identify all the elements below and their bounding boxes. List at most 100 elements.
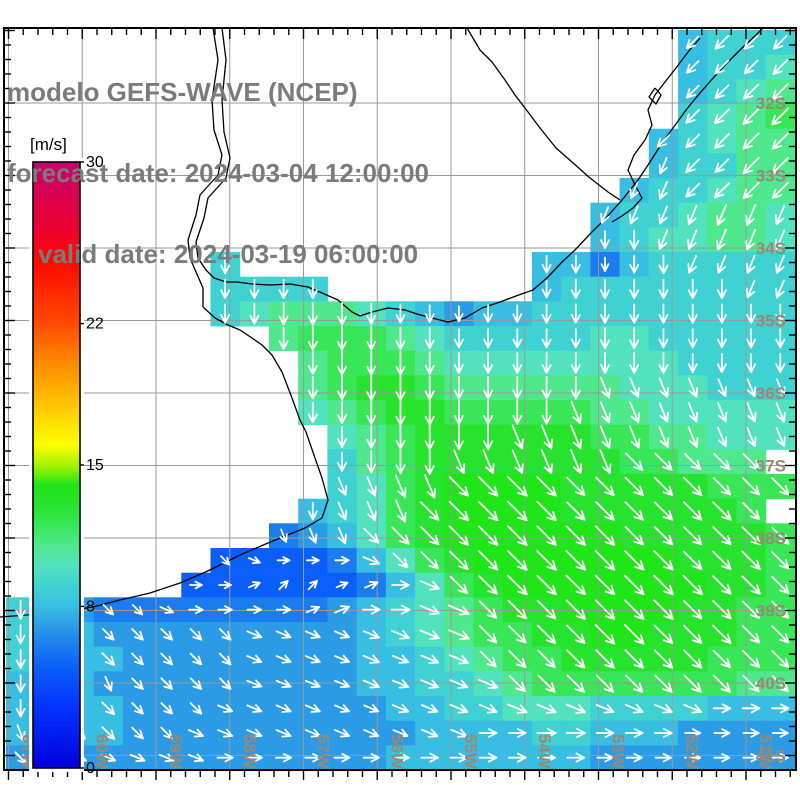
wind-arrow — [508, 649, 527, 669]
wind-arrow — [102, 604, 114, 616]
lat-labels: 32S 33S 34S 35S 36S 37S 38S 39S 40S 41S — [756, 94, 786, 766]
wind-arrow — [478, 575, 498, 595]
wind-arrow — [594, 624, 616, 645]
wind-arrow — [595, 476, 615, 496]
coastlines — [0, 27, 764, 618]
wind-arrow — [713, 133, 730, 149]
wind-arrow — [717, 378, 727, 398]
wind-arrow — [478, 728, 498, 738]
wind-arrow — [424, 327, 435, 350]
wind-arrow — [278, 326, 289, 350]
wind-arrow — [771, 551, 790, 570]
wind-arrow — [742, 181, 760, 199]
wind-arrow — [682, 574, 703, 596]
wind-arrow — [771, 181, 789, 199]
wind-arrow — [684, 728, 702, 738]
wind-arrow — [218, 677, 232, 690]
wind-arrow — [683, 526, 703, 546]
wind-arrow — [742, 649, 761, 669]
wind-arrow — [189, 677, 203, 690]
wind-arrow — [307, 302, 318, 326]
wind-arrow — [687, 352, 698, 374]
wind-arrow — [712, 526, 732, 546]
wind-arrow — [746, 328, 757, 349]
wind-arrow — [600, 303, 610, 324]
wind-arrow — [746, 426, 757, 448]
wind-arrow — [391, 752, 410, 763]
wind-arrow — [687, 229, 698, 250]
wind-arrow — [508, 728, 527, 738]
wind-arrow — [160, 726, 173, 740]
wind-arrow — [246, 679, 263, 689]
wind-arrow — [624, 624, 645, 645]
wind-arrow — [687, 303, 698, 324]
river-east-bank — [195, 27, 237, 283]
wind-arrow — [713, 108, 730, 125]
lat-label: 38S — [756, 529, 786, 548]
wind-arrow — [477, 476, 499, 497]
wind-arrow — [687, 402, 699, 423]
wind-arrow — [771, 649, 790, 669]
wind-arrow — [771, 107, 790, 126]
wind-arrow — [742, 501, 761, 521]
wind-arrow — [335, 581, 349, 590]
wind-arrow — [217, 704, 234, 713]
wind-arrow — [512, 376, 523, 400]
lon-label: 56W — [387, 734, 406, 770]
wind-arrow — [742, 675, 760, 693]
wind-arrow — [160, 677, 173, 690]
lat-label: 35S — [756, 312, 786, 331]
wind-arrow — [541, 352, 552, 374]
wind-arrow — [594, 574, 616, 596]
wind-arrow — [743, 34, 759, 50]
wind-arrow — [217, 605, 233, 615]
wind-arrow — [391, 654, 410, 664]
wind-arrow — [390, 604, 411, 615]
wind-arrow — [483, 304, 494, 323]
lon-label: 59W — [166, 734, 185, 770]
wind-arrow — [714, 59, 730, 75]
wind-arrow — [712, 575, 732, 595]
map-border — [3, 27, 797, 771]
wind-arrow — [629, 377, 640, 398]
wind-arrow — [334, 605, 350, 614]
wind-arrow — [716, 228, 727, 251]
wind-arrow — [453, 449, 466, 474]
wind-arrow — [395, 399, 406, 426]
wind-arrow — [363, 527, 380, 544]
wind-arrow — [595, 703, 615, 714]
wind-arrow — [658, 157, 668, 175]
wind-arrow — [625, 452, 644, 471]
wind-arrow — [366, 374, 377, 401]
wind-arrow — [570, 400, 582, 424]
wind-arrow — [570, 352, 581, 374]
wind-arrow — [189, 652, 203, 666]
wind-arrow — [566, 624, 586, 644]
wind-arrow — [159, 605, 174, 614]
wind-arrow — [363, 704, 380, 713]
wind-arrow — [536, 703, 557, 714]
wind-arrow — [712, 674, 731, 693]
wind-arrow — [712, 550, 732, 570]
wind-arrow — [366, 425, 377, 449]
wind-arrow — [570, 303, 581, 324]
wind-arrow — [395, 499, 407, 523]
wind-arrow — [512, 352, 523, 374]
wind-arrow — [536, 476, 557, 497]
wind-arrow — [279, 528, 288, 543]
wind-arrow — [771, 157, 789, 175]
wind-arrow — [512, 328, 523, 349]
wind-arrow — [101, 726, 116, 740]
wind-arrow — [771, 526, 790, 545]
wind-arrow — [131, 702, 144, 715]
wind-arrow — [334, 555, 350, 565]
lat-label: 32S — [756, 94, 786, 113]
wind-arrow — [188, 728, 204, 738]
wind-arrow — [307, 376, 318, 400]
wind-arrow — [453, 376, 464, 400]
wind-arrow — [654, 728, 673, 738]
wind-arrow — [570, 376, 581, 400]
colorbar: [m/s] 30 22 15 8 0 — [29, 135, 104, 777]
wind-arrow — [131, 604, 144, 616]
wind-arrow — [683, 649, 703, 669]
